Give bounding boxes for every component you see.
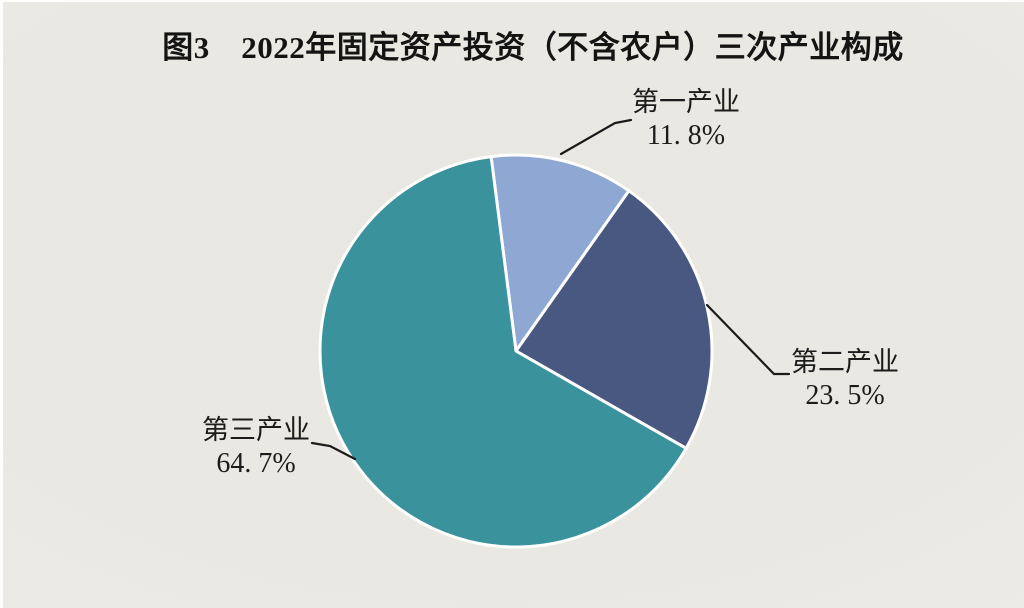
pie-label-secondary-industry: 第二产业 23. 5% — [791, 346, 899, 412]
pie-label-secondary-industry-percent: 23. 5% — [805, 380, 885, 411]
pie-label-secondary-industry-text: 第二产业 — [791, 347, 899, 377]
pie-label-primary-industry-percent: 11. 8% — [646, 120, 726, 151]
pie-slice-secondary-industry — [514, 189, 714, 450]
chart-title: 图3 2022年固定资产投资（不含农户）三次产业构成 — [162, 30, 904, 65]
leader-line-tertiary-industry — [310, 441, 357, 461]
leader-line-secondary-industry — [705, 303, 791, 376]
leader-line-primary-industry — [559, 118, 633, 156]
pie-label-primary-industry: 第一产业 11. 8% — [632, 86, 740, 152]
pie-label-primary-industry-text: 第一产业 — [632, 87, 740, 117]
pie-chart — [310, 118, 791, 549]
pie-label-tertiary-industry: 第三产业 64. 7% — [202, 414, 310, 480]
pie-label-tertiary-industry-text: 第三产业 — [202, 415, 310, 445]
pie-slice-tertiary-industry — [318, 155, 688, 549]
pie-slice-primary-industry — [489, 153, 631, 353]
pie-label-tertiary-industry-percent: 64. 7% — [216, 448, 296, 479]
